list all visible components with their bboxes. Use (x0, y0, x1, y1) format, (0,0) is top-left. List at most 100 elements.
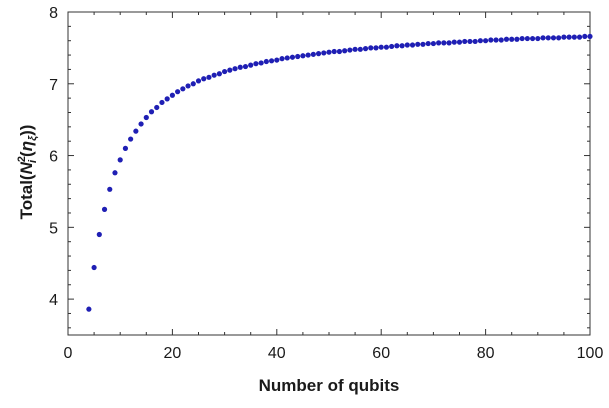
data-point (91, 264, 97, 271)
data-point (253, 61, 259, 67)
data-point (394, 43, 400, 49)
y-axis-title-prefix: Total (17, 180, 36, 219)
data-point (128, 136, 134, 142)
data-point (175, 89, 181, 95)
data-point (107, 186, 113, 192)
data-point (587, 33, 593, 40)
data-point (180, 86, 186, 92)
data-point (263, 58, 269, 65)
data-point (519, 35, 525, 42)
data-point (295, 53, 301, 60)
y-axis-title-superscript: 2 (16, 156, 28, 162)
data-point (342, 48, 348, 54)
data-point (148, 109, 155, 115)
data-point (190, 81, 196, 87)
data-point (535, 35, 541, 42)
data-point (503, 36, 510, 42)
y-axis-title-eta: η (17, 141, 36, 151)
data-point (237, 64, 243, 70)
y-axis-title-eta-subscript: ξ (27, 135, 39, 141)
data-point (383, 44, 390, 50)
data-point (216, 71, 222, 77)
data-point (550, 35, 557, 41)
plot-frame (67, 11, 591, 336)
data-point (305, 52, 311, 58)
data-point (404, 42, 410, 48)
data-point (138, 121, 144, 127)
data-point (430, 40, 436, 47)
data-point (477, 38, 483, 44)
data-point (227, 67, 233, 73)
data-point (436, 40, 442, 46)
data-point (509, 36, 515, 42)
data-point (362, 46, 369, 52)
data-point (347, 47, 353, 53)
data-point (561, 34, 567, 40)
data-point (169, 92, 175, 98)
y-axis-title-close: ) (17, 125, 36, 131)
data-point (321, 50, 327, 56)
data-point (206, 74, 212, 80)
data-point (409, 42, 416, 48)
x-tick-label: 60 (372, 345, 390, 362)
data-point (248, 62, 254, 68)
x-tick-label: 0 (64, 345, 73, 362)
data-point (462, 38, 468, 45)
y-axis-title-subscript: i (27, 159, 39, 163)
data-point (529, 35, 536, 42)
y-axis-title-open: ( (17, 174, 36, 180)
x-tick-label: 80 (477, 345, 495, 362)
data-point (373, 45, 379, 51)
y-tick-label: 5 (49, 220, 58, 237)
data-point (441, 40, 447, 46)
data-point (576, 34, 583, 40)
data-point (331, 48, 337, 55)
data-point (279, 56, 285, 62)
data-point (556, 35, 562, 41)
data-point (185, 83, 191, 89)
data-point (268, 58, 275, 64)
data-point (399, 43, 405, 49)
data-point (143, 114, 149, 121)
data-point (582, 33, 588, 40)
data-point (284, 55, 290, 61)
x-tick-label: 100 (577, 345, 604, 362)
data-point (274, 57, 280, 63)
data-point (571, 34, 577, 40)
y-tick-label: 7 (49, 77, 58, 94)
data-point (566, 34, 572, 40)
y-axis-title-inner-close: ) (17, 130, 36, 136)
data-point (159, 99, 165, 106)
data-point (195, 78, 202, 84)
data-point (493, 37, 499, 43)
y-tick-label: 6 (49, 149, 58, 166)
data-point (112, 170, 118, 176)
x-tick-label: 20 (164, 345, 182, 362)
data-point (222, 68, 228, 75)
data-point (211, 72, 217, 78)
data-point (389, 43, 395, 50)
data-point (232, 66, 238, 72)
y-tick-label: 8 (49, 5, 58, 22)
data-point (378, 44, 384, 50)
data-point (368, 45, 374, 51)
y-axis-title-symbol: N (17, 161, 36, 174)
data-point (122, 145, 129, 151)
data-point (164, 96, 170, 102)
data-point (289, 54, 296, 60)
data-point (540, 35, 546, 41)
data-point (514, 36, 520, 42)
y-axis-ticks: 4 5 6 7 8 (49, 5, 590, 329)
data-point (310, 51, 316, 57)
data-point (467, 38, 473, 45)
data-point (545, 35, 551, 41)
data-point (300, 53, 306, 59)
data-point (101, 206, 108, 212)
data-point (425, 40, 431, 47)
data-point (456, 39, 463, 45)
data-point (483, 38, 489, 44)
data-point (420, 41, 426, 47)
data-point (336, 48, 343, 55)
